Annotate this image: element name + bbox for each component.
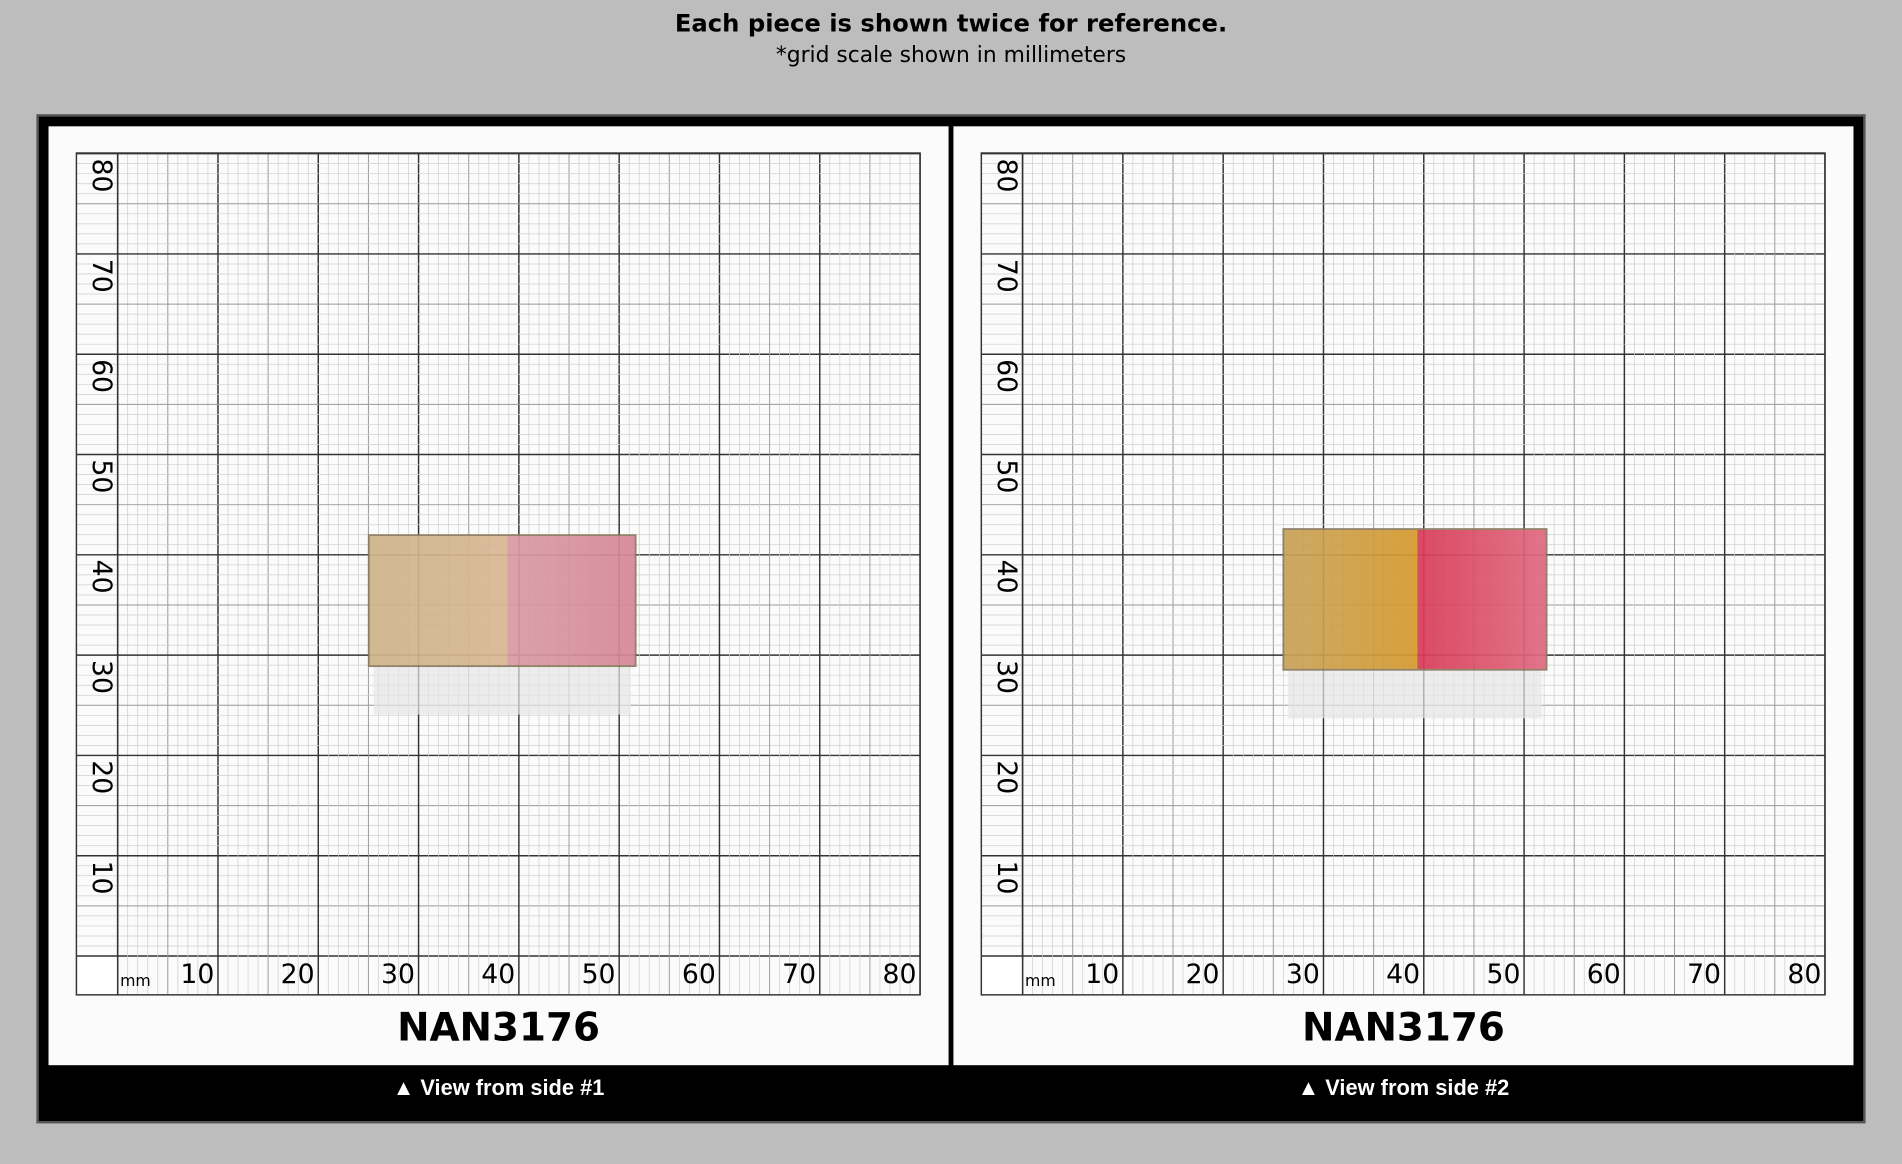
x-label: 50	[1486, 959, 1520, 990]
piece	[1282, 528, 1548, 671]
piece	[367, 534, 637, 668]
y-label: 60	[86, 359, 117, 393]
y-label: 60	[991, 359, 1022, 393]
y-label: 80	[991, 158, 1022, 192]
x-label: 30	[1286, 959, 1320, 990]
piece-shadow	[1288, 669, 1542, 719]
grid-border	[980, 152, 1826, 996]
y-label: 40	[86, 560, 117, 594]
x-label: 60	[682, 959, 716, 990]
x-label: 40	[1386, 959, 1420, 990]
y-label: 20	[86, 760, 117, 794]
piece-shadow	[373, 666, 631, 715]
grid-border	[75, 152, 921, 996]
y-label: 70	[86, 259, 117, 293]
unit-label: mm	[1025, 971, 1056, 990]
panel: mm 10 20 30 40 50 60 70 80 10 20 30 40 50 60 70 80 NAN317…	[48, 126, 949, 1100]
x-label: 20	[281, 959, 315, 990]
caption: ▲ View from side #2	[1298, 1075, 1510, 1100]
y-label: 30	[86, 660, 117, 694]
x-label: 40	[481, 959, 515, 990]
y-label: 20	[991, 760, 1022, 794]
x-label: 80	[1787, 959, 1821, 990]
axis-strip	[77, 957, 118, 994]
title: Each piece is shown twice for reference.	[675, 8, 1227, 37]
y-label: 80	[86, 158, 117, 192]
product-code: NAN3176	[397, 1006, 600, 1051]
y-label: 50	[991, 459, 1022, 493]
axis-strip	[982, 957, 1023, 994]
x-label: 70	[782, 959, 816, 990]
x-label: 60	[1587, 959, 1621, 990]
y-label: 40	[991, 560, 1022, 594]
product-code: NAN3176	[1302, 1006, 1505, 1051]
x-label: 30	[381, 959, 415, 990]
y-label: 70	[991, 259, 1022, 293]
x-label: 10	[1085, 959, 1119, 990]
unit-label: mm	[120, 971, 151, 990]
y-label: 50	[86, 459, 117, 493]
x-label: 10	[180, 959, 214, 990]
x-label: 70	[1687, 959, 1721, 990]
caption: ▲ View from side #1	[393, 1075, 605, 1100]
subtitle: *grid scale shown in millimeters	[776, 43, 1126, 68]
y-label: 10	[991, 861, 1022, 895]
x-label: 80	[882, 959, 916, 990]
panel: mm 10 20 30 40 50 60 70 80 10 20 30 40 50 60 70 80 NAN317…	[953, 126, 1854, 1100]
x-label: 20	[1186, 959, 1220, 990]
y-label: 30	[991, 660, 1022, 694]
y-label: 10	[86, 861, 117, 895]
x-label: 50	[582, 959, 616, 990]
